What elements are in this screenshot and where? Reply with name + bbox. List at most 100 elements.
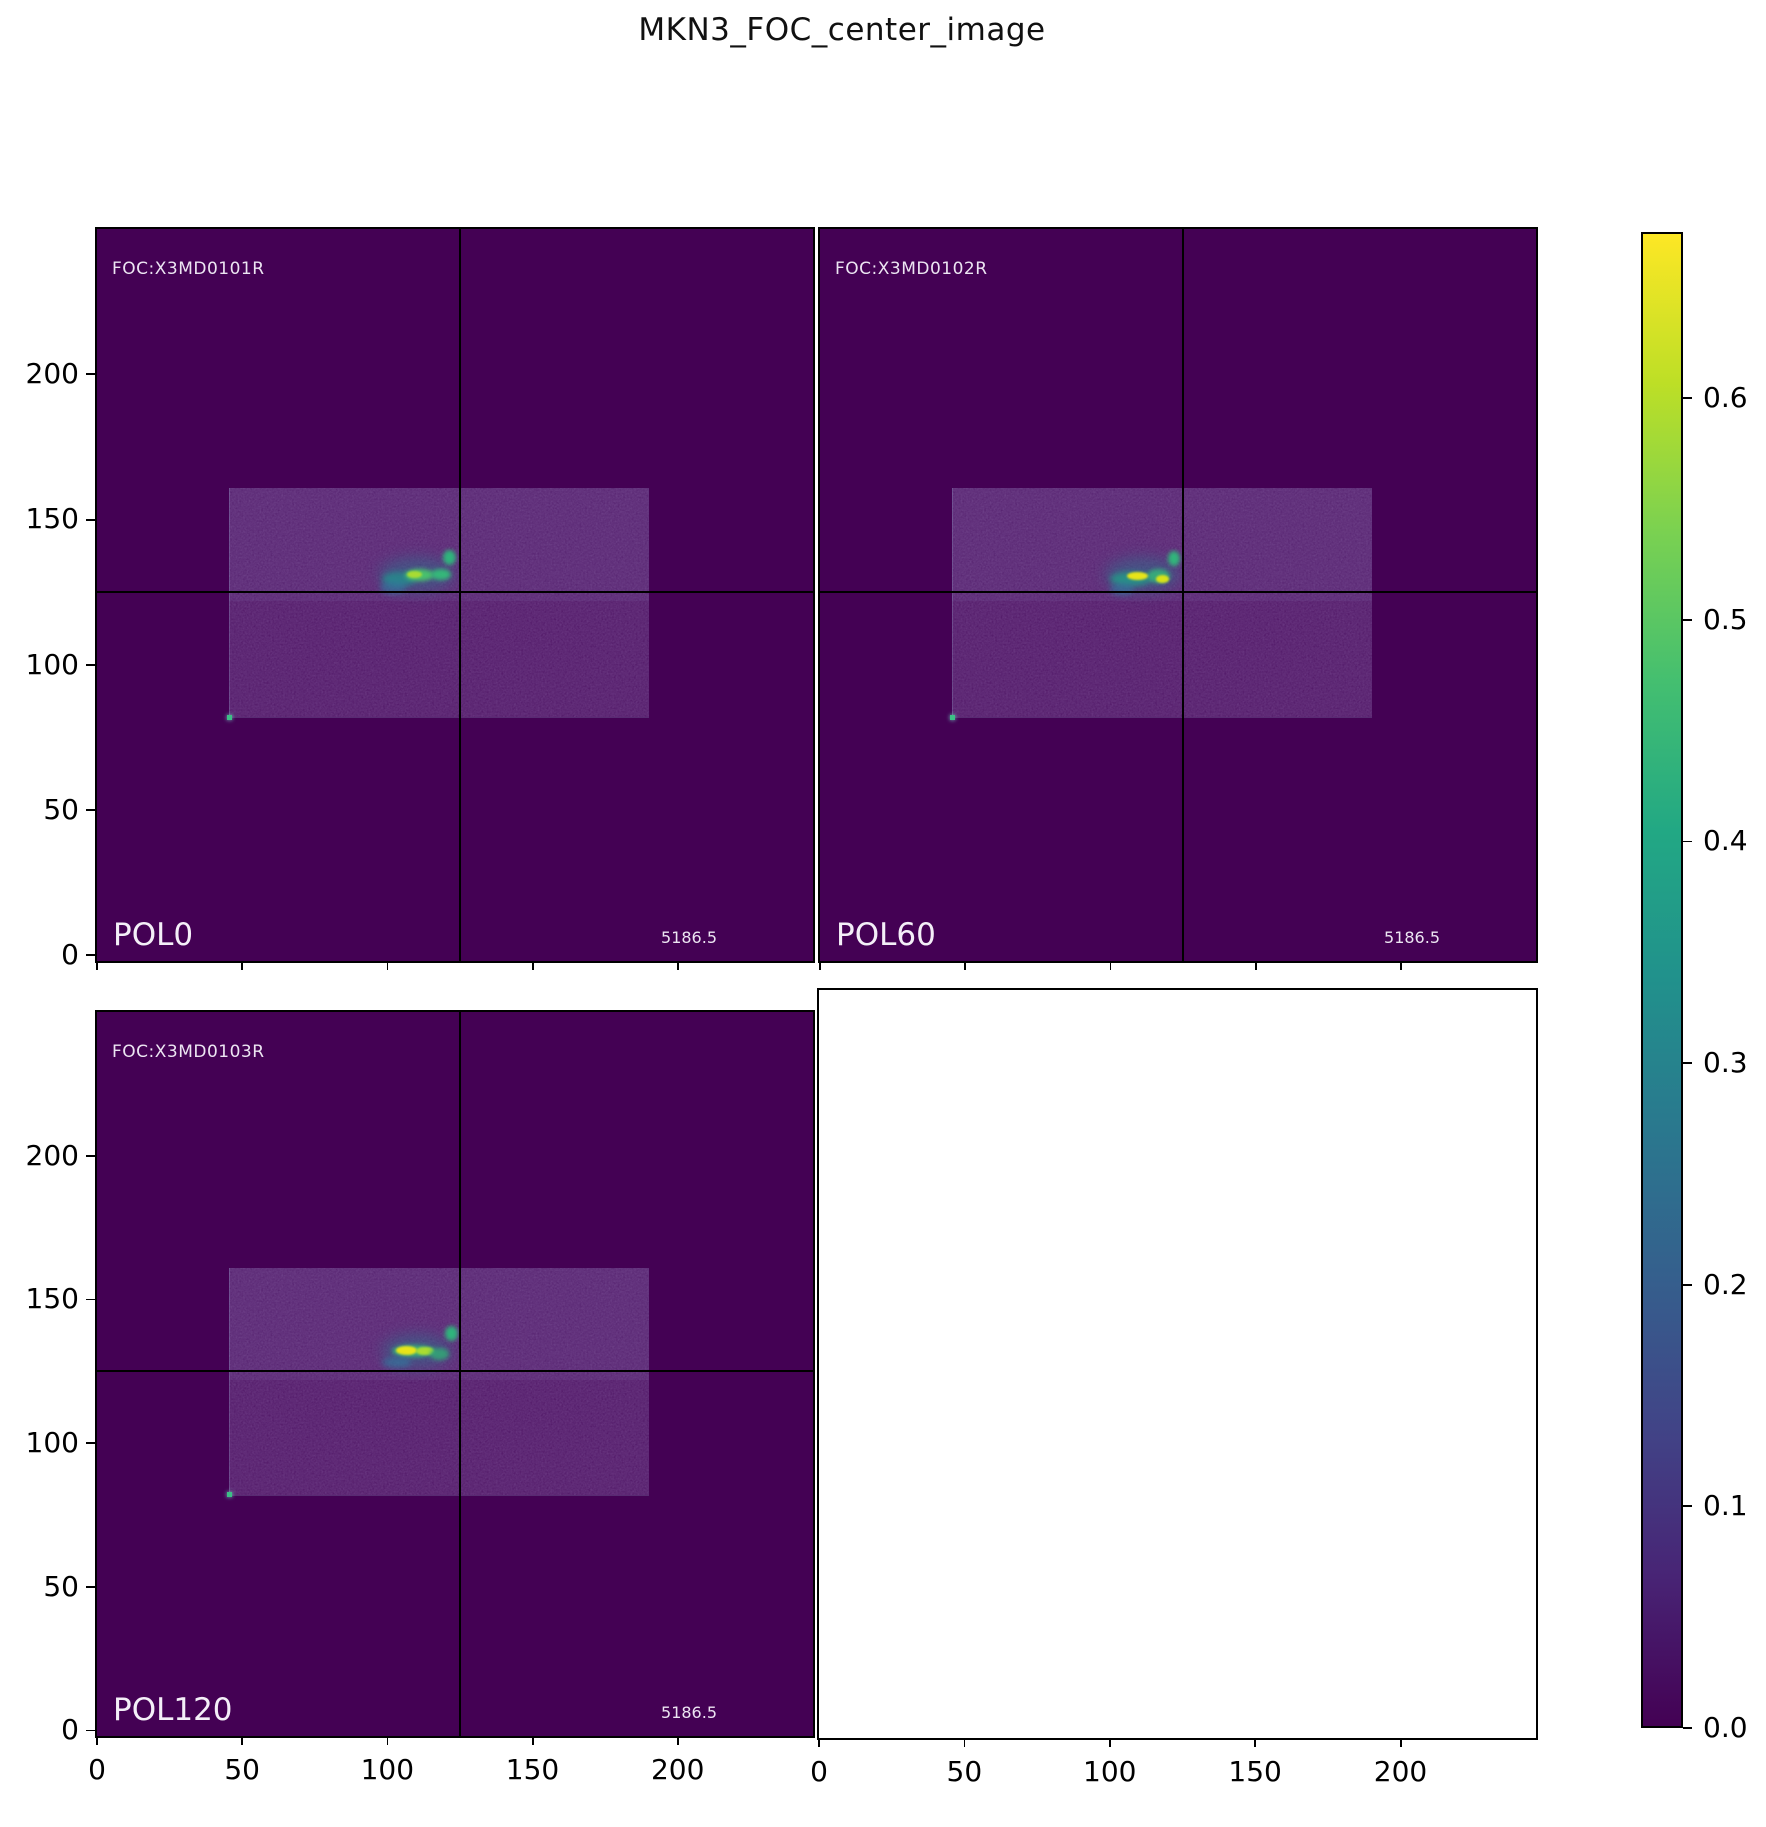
colorbar-tick [1683, 1727, 1692, 1729]
pol0-y-tick [86, 373, 95, 376]
pol0-y-tick-label: 50 [43, 792, 79, 826]
panel-pol120: FOC:X3MD0103R POL120 5186.5 0 50 100 150 200 0 50… [26, 1010, 815, 1784]
pol0-y-tick-label: 200 [25, 357, 79, 391]
pol60-x-tick [1399, 961, 1402, 970]
pol120-blob-feature [395, 1345, 417, 1355]
empty-x-tick-label: 0 [810, 1755, 828, 1788]
pol120-y-tick [86, 1585, 95, 1588]
pol60-crosshair-vertical-line [1181, 229, 1185, 961]
pol0-point-source-dot [226, 714, 232, 720]
pol60-polarizer-label: POL60 [836, 917, 936, 953]
colorbar-tick [1683, 1283, 1692, 1286]
pol120-x-tick [531, 1736, 534, 1745]
colorbar-tick-label: 0.2 [1703, 1267, 1748, 1301]
pol0-window-left-edge [229, 487, 231, 717]
colorbar-tick-label: 0.1 [1703, 1489, 1748, 1523]
pol0-x-tick [676, 961, 679, 970]
pol0-x-tick [96, 961, 99, 970]
colorbar-tick [1683, 618, 1692, 621]
pol120-x-tick-label: 0 [88, 1753, 106, 1786]
pol120-x-tick-label: 100 [360, 1753, 415, 1786]
pol0-blob-feature [431, 568, 451, 581]
pol60-window-bottom-edge [952, 717, 1372, 718]
pol0-y-tick-label: 0 [61, 938, 79, 972]
pol0-polarizer-label: POL0 [113, 917, 194, 953]
pol0-blob-feature [407, 570, 423, 579]
pol0-blob-feature [443, 550, 457, 566]
pol120-image: FOC:X3MD0103R POL120 5186.5 [97, 1012, 813, 1736]
pol60-noise-texture [952, 487, 1373, 717]
panel-empty: 0 50 100 150 200 [810, 988, 1538, 1786]
pol120-window-left-edge [229, 1267, 231, 1495]
pol60-blob-feature [1110, 583, 1134, 595]
pol60-wavelength-label: 5186.5 [1384, 928, 1440, 947]
pol0-x-tick [386, 961, 389, 970]
empty-x-tick-label: 150 [1228, 1755, 1282, 1788]
empty-x-tick [963, 1738, 966, 1747]
pol120-blob-feature [416, 1346, 434, 1356]
pol0-window-bottom-edge [229, 717, 649, 718]
empty-x-tick [1399, 1738, 1402, 1747]
colorbar [1641, 232, 1683, 1728]
panel-pol60: FOC:X3MD0102R POL60 5186.5 [818, 227, 1538, 970]
pol120-blob-feature [429, 1348, 450, 1360]
pol0-y-tick-label: 150 [25, 502, 79, 536]
pol0-y-tick [86, 663, 95, 666]
colorbar-tick [1683, 840, 1692, 843]
pol60-point-source-dot [949, 714, 955, 720]
pol120-x-tick [386, 1736, 389, 1745]
pol120-wavelength-label: 5186.5 [661, 1703, 717, 1722]
pol0-dataset-label: FOC:X3MD0101R [112, 259, 265, 279]
pol120-x-tick [241, 1736, 244, 1745]
empty-x-tick-label: 50 [946, 1755, 983, 1788]
pol120-noise-texture [229, 1267, 650, 1495]
pol0-y-tick [86, 809, 95, 811]
pol120-y-tick [86, 1442, 95, 1444]
empty-x-tick-label: 200 [1373, 1755, 1428, 1788]
empty-x-tick-label: 100 [1083, 1755, 1137, 1788]
pol120-point-source-dot [226, 1492, 232, 1498]
pol0-image: FOC:X3MD0101R POL0 5186.5 [97, 229, 813, 961]
pol60-blob-feature [1127, 572, 1149, 581]
pol120-blob-feature [381, 1356, 411, 1369]
pol120-y-tick-label: 200 [25, 1138, 79, 1172]
pol60-crosshair-horizontal-line [820, 590, 1536, 594]
pol120-crosshair-vertical-line [458, 1012, 462, 1736]
pol60-window-left-edge [952, 487, 954, 717]
pol120-x-tick [676, 1736, 679, 1745]
pol60-x-tick [1254, 961, 1257, 970]
pol60-x-tick [819, 961, 822, 970]
pol120-y-tick [86, 1729, 95, 1732]
pol120-x-tick-label: 50 [224, 1753, 260, 1786]
pol120-blob-feature [444, 1326, 458, 1342]
pol60-x-tick [1109, 961, 1112, 970]
pol120-y-tick-label: 150 [25, 1282, 79, 1316]
colorbar-tick [1683, 1505, 1692, 1508]
pol120-window-bottom-edge [229, 1494, 649, 1496]
pol120-x-tick-label: 200 [650, 1753, 705, 1786]
pol120-y-tick-label: 50 [43, 1569, 79, 1603]
pol0-y-tick-label: 100 [25, 647, 79, 681]
pol60-blob-feature [1168, 551, 1181, 566]
pol120-x-tick [96, 1736, 99, 1745]
pol60-image: FOC:X3MD0102R POL60 5186.5 [820, 229, 1536, 961]
colorbar-tick [1683, 397, 1692, 400]
colorbar-tick-label: 0.6 [1703, 381, 1748, 415]
empty-x-tick [1109, 1738, 1111, 1747]
empty-x-tick [818, 1738, 821, 1747]
pol0-wavelength-label: 5186.5 [661, 928, 717, 947]
pol60-blob-feature [1156, 575, 1169, 583]
colorbar-tick [1683, 1062, 1692, 1064]
pol0-x-tick [241, 961, 244, 970]
pol0-noise-texture [229, 487, 650, 717]
pol120-x-tick-label: 150 [505, 1753, 560, 1786]
pol120-y-tick-label: 100 [25, 1425, 79, 1459]
pol60-x-tick [964, 961, 967, 970]
pol0-x-tick [531, 961, 534, 970]
pol120-polarizer-label: POL120 [113, 1692, 233, 1728]
empty-x-tick [1254, 1738, 1257, 1747]
panel-pol0: FOC:X3MD0101R POL0 5186.5 0 50 100 150 200 [26, 227, 815, 970]
colorbar-tick-label: 0.4 [1703, 824, 1748, 858]
pol120-y-tick-label: 0 [61, 1713, 79, 1747]
